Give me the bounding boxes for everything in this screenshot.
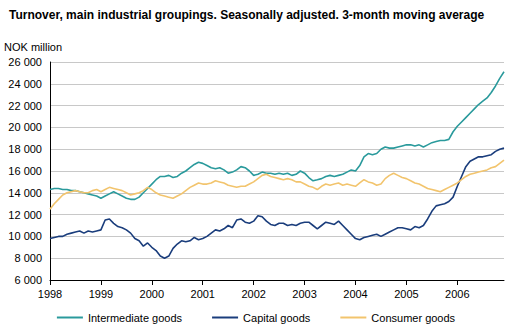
svg-text:12 000: 12 000 (8, 209, 42, 221)
svg-text:Consumer goods: Consumer goods (371, 312, 455, 324)
svg-text:2002: 2002 (241, 288, 265, 300)
svg-text:16 000: 16 000 (8, 165, 42, 177)
svg-text:10 000: 10 000 (8, 230, 42, 242)
svg-text:20 000: 20 000 (8, 121, 42, 133)
svg-text:2004: 2004 (343, 288, 367, 300)
svg-text:14 000: 14 000 (8, 187, 42, 199)
svg-text:Turnover, main industrial grou: Turnover, main industrial groupings. Sea… (9, 8, 485, 22)
svg-text:8 000: 8 000 (14, 252, 42, 264)
svg-text:6 000: 6 000 (14, 274, 42, 286)
svg-text:24 000: 24 000 (8, 78, 42, 90)
svg-text:1999: 1999 (89, 288, 113, 300)
svg-text:2006: 2006 (445, 288, 469, 300)
svg-text:Capital goods: Capital goods (243, 312, 311, 324)
svg-text:2003: 2003 (292, 288, 316, 300)
svg-text:NOK million: NOK million (4, 41, 62, 53)
svg-text:Intermediate goods: Intermediate goods (88, 312, 183, 324)
svg-text:2001: 2001 (191, 288, 215, 300)
svg-text:18 000: 18 000 (8, 143, 42, 155)
svg-text:22 000: 22 000 (8, 100, 42, 112)
svg-text:2005: 2005 (394, 288, 418, 300)
svg-text:1998: 1998 (38, 288, 62, 300)
svg-text:2000: 2000 (140, 288, 164, 300)
svg-text:26 000: 26 000 (8, 56, 42, 68)
